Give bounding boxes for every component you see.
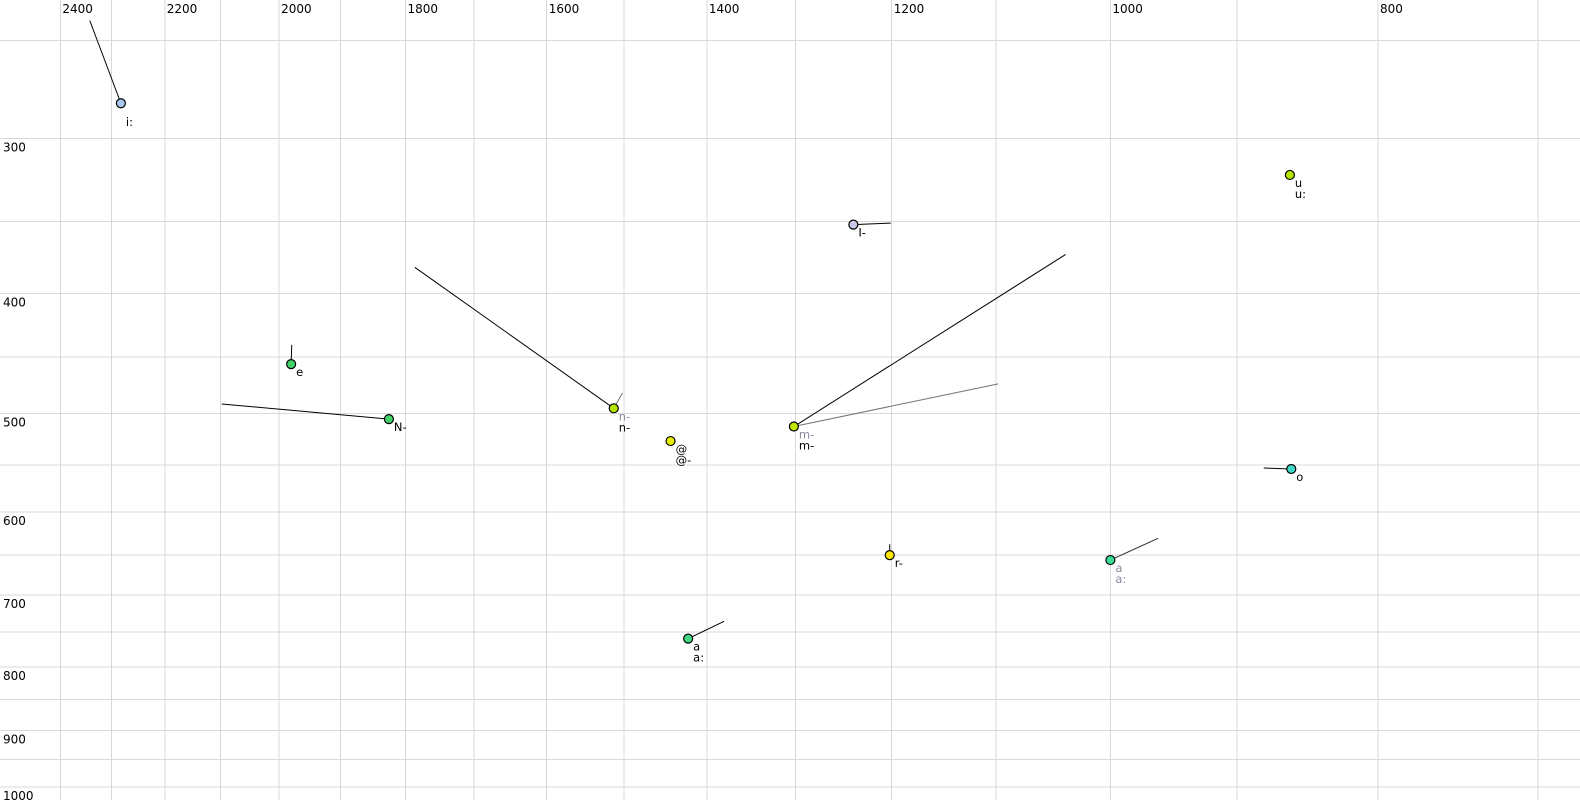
data-point-o <box>1286 463 1297 475</box>
x-axis-tick-1400: 1400 <box>709 2 740 16</box>
data-point-n-nasal <box>608 403 619 414</box>
point-label-schwa-1: @- <box>676 453 692 467</box>
x-axis-tick-2400: 2400 <box>62 2 93 16</box>
formant-tail-a-front-0 <box>687 620 725 640</box>
data-point-N-nasal <box>383 414 394 425</box>
data-point-e <box>286 359 297 370</box>
y-axis-tick-700: 700 <box>3 597 26 611</box>
data-point-a-front <box>683 633 694 644</box>
formant-tail-m-nasal-1 <box>793 383 999 428</box>
x-axis-tick-1200: 1200 <box>894 2 925 16</box>
y-axis-tick-900: 900 <box>3 732 26 746</box>
data-point-I-nasal <box>848 219 859 230</box>
point-label-a-back-0: a <box>1115 561 1122 575</box>
formant-tail-i-long-0 <box>89 20 122 104</box>
point-label-m-nasal-1: m- <box>799 439 814 453</box>
point-label-schwa-0: @ <box>676 442 688 456</box>
x-axis-tick-2200: 2200 <box>167 2 198 16</box>
data-point-m-nasal <box>788 421 799 432</box>
point-label-u-long-1: u: <box>1295 187 1306 201</box>
point-label-r-nasal-0: r- <box>895 556 903 570</box>
data-point-r-nasal <box>884 550 895 561</box>
point-label-i-long-0: i: <box>126 115 133 129</box>
y-axis-tick-500: 500 <box>3 416 26 430</box>
point-label-o-0: o <box>1296 470 1303 484</box>
data-point-schwa <box>665 435 676 447</box>
y-axis-tick-400: 400 <box>3 296 26 310</box>
x-axis-tick-1800: 1800 <box>407 2 438 16</box>
y-axis-tick-1000: 1000 <box>3 789 34 800</box>
data-point-i-long <box>115 98 126 109</box>
y-axis-tick-600: 600 <box>3 514 26 528</box>
point-label-a-front-0: a <box>693 640 700 654</box>
formant-tail-m-nasal-0 <box>793 253 1066 427</box>
point-label-n-nasal-1: n- <box>619 420 630 434</box>
point-label-N-nasal-0: N- <box>394 420 407 434</box>
y-axis-tick-300: 300 <box>3 141 26 155</box>
point-label-u-long-0: u <box>1295 176 1302 190</box>
x-axis-tick-800: 800 <box>1380 2 1403 16</box>
formant-tail-a-back-0 <box>1110 537 1159 561</box>
point-label-m-nasal-0: m- <box>799 428 814 442</box>
x-axis-tick-2000: 2000 <box>281 2 312 16</box>
data-point-u-long <box>1284 169 1295 181</box>
x-axis-tick-1000: 1000 <box>1112 2 1143 16</box>
point-label-a-back-1: a: <box>1115 572 1126 586</box>
point-label-n-nasal-0: n- <box>619 409 630 423</box>
y-axis-tick-800: 800 <box>3 669 26 683</box>
point-label-I-nasal-0: I- <box>858 226 866 240</box>
formant-tail-I-nasal-0 <box>853 222 891 226</box>
x-axis-tick-1600: 1600 <box>549 2 580 16</box>
formant-tail-N-nasal-0 <box>221 403 389 420</box>
data-point-a-back <box>1105 554 1116 566</box>
point-label-a-front-1: a: <box>693 651 704 665</box>
point-label-e-0: e <box>296 365 303 379</box>
formant-tail-n-nasal-0 <box>414 266 615 409</box>
